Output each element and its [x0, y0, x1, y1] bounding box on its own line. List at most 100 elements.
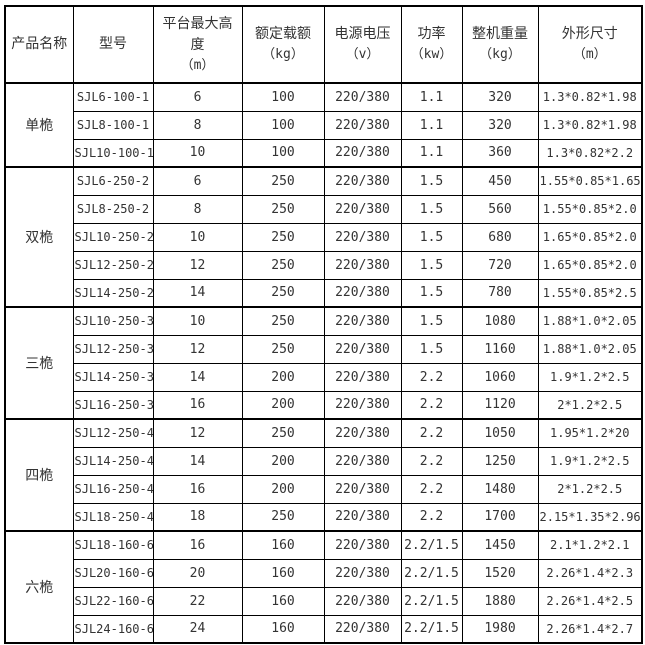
cell-model: SJL20-160-6 — [72, 558, 154, 588]
cell-power: 1.5 — [400, 250, 463, 280]
cell-weight: 780 — [461, 278, 539, 308]
table-row: SJL8-100-1 8 100 220/380 1.1 320 1.3*0.82*1.98 — [5, 110, 643, 140]
cell-model: SJL10-100-1 — [72, 138, 154, 168]
cell-height: 8 — [152, 110, 243, 140]
cell-load: 200 — [241, 474, 325, 504]
cell-height: 10 — [152, 138, 243, 168]
cell-dims: 2.26*1.4*2.7 — [537, 614, 643, 644]
table-row: SJL16-250-3 16 200 220/380 2.2 1120 2*1.2*2.5 — [5, 390, 643, 420]
cell-height: 10 — [152, 306, 243, 336]
cell-load: 100 — [241, 110, 325, 140]
cell-dims: 1.9*1.2*2.5 — [537, 362, 643, 392]
cell-dims: 2*1.2*2.5 — [537, 474, 643, 504]
cell-dims: 1.3*0.82*2.2 — [537, 138, 643, 168]
group-name-cell: 四桅 — [4, 418, 74, 532]
cell-height: 16 — [152, 474, 243, 504]
header-unit: （v） — [345, 47, 380, 63]
cell-weight: 680 — [461, 222, 539, 252]
cell-voltage: 220/380 — [323, 474, 402, 504]
header-unit: （m） — [180, 57, 215, 73]
cell-model: SJL16-250-3 — [72, 390, 154, 420]
cell-weight: 320 — [461, 110, 539, 140]
cell-voltage: 220/380 — [323, 390, 402, 420]
cell-load: 250 — [241, 166, 325, 196]
header-cell-dims: 外形尺寸 （m） — [537, 5, 643, 84]
cell-power: 2.2/1.5 — [400, 614, 463, 644]
header-cell-power: 功率 （kw） — [400, 5, 463, 84]
header-row: 产品名称 型号 平台最大高度 （m） 额定载额 （kg） 电源电压 （v） 功率 （kw） 整机重量… — [4, 5, 643, 84]
header-cell-load: 额定载额 （kg） — [241, 5, 325, 84]
cell-weight: 1880 — [461, 586, 539, 616]
header-title: 电源电压 — [334, 26, 391, 43]
cell-weight: 1520 — [461, 558, 539, 588]
cell-voltage: 220/380 — [323, 138, 402, 168]
cell-voltage: 220/380 — [323, 334, 402, 364]
cell-voltage: 220/380 — [323, 194, 402, 224]
table-row: SJL16-250-4 16 200 220/380 2.2 1480 2*1.2*2.5 — [5, 474, 643, 504]
group-name-cell: 双桅 — [4, 166, 74, 308]
table-row: SJL10-250-2 10 250 220/380 1.5 680 1.65*0.85*2… — [5, 222, 643, 252]
cell-model: SJL12-250-3 — [72, 334, 154, 364]
cell-weight: 1980 — [461, 614, 539, 644]
cell-height: 14 — [152, 362, 243, 392]
cell-dims: 1.9*1.2*2.5 — [537, 446, 643, 476]
cell-power: 1.1 — [400, 110, 463, 140]
cell-model: SJL10-250-2 — [72, 222, 154, 252]
cell-voltage: 220/380 — [323, 362, 402, 392]
table-row: SJL14-250-4 14 200 220/380 2.2 1250 1.9*1.2*2.… — [5, 446, 643, 476]
cell-model: SJL22-160-6 — [72, 586, 154, 616]
cell-model: SJL6-250-2 — [72, 166, 154, 196]
header-title: 额定载额 — [255, 26, 311, 43]
cell-dims: 1.95*1.2*20 — [537, 418, 643, 448]
cell-load: 160 — [241, 530, 325, 560]
cell-load: 250 — [241, 418, 325, 448]
cell-load: 160 — [241, 558, 325, 588]
cell-power: 1.5 — [400, 334, 463, 364]
cell-weight: 360 — [461, 138, 539, 168]
cell-weight: 1250 — [461, 446, 539, 476]
cell-voltage: 220/380 — [323, 166, 402, 196]
table-row: 六桅 SJL18-160-6 16 160 220/380 2.2/1.5 1450 2.1*… — [4, 530, 643, 644]
cell-load: 250 — [241, 250, 325, 280]
cell-dims: 1.65*0.85*2.0 — [537, 250, 643, 280]
header-unit: （kg） — [479, 47, 521, 63]
spec-table-header: 产品名称 型号 平台最大高度 （m） 额定载额 （kg） 电源电压 （v） 功率 （kw） 整机重量… — [4, 5, 643, 84]
cell-weight: 320 — [461, 82, 539, 112]
header-title: 整机重量 — [472, 26, 528, 43]
cell-power: 2.2 — [400, 418, 463, 448]
cell-model: SJL14-250-2 — [72, 278, 154, 308]
cell-model: SJL24-160-6 — [72, 614, 154, 644]
table-row: SJL12-250-3 12 250 220/380 1.5 1160 1.88*1.0*2… — [5, 334, 643, 364]
cell-load: 200 — [241, 390, 325, 420]
cell-voltage: 220/380 — [323, 82, 402, 112]
cell-dims: 1.3*0.82*1.98 — [537, 110, 643, 140]
group-name-cell: 六桅 — [4, 530, 74, 644]
header-cell-product: 产品名称 — [4, 5, 74, 84]
cell-load: 200 — [241, 446, 325, 476]
cell-height: 16 — [152, 390, 243, 420]
cell-height: 24 — [152, 614, 243, 644]
cell-voltage: 220/380 — [323, 586, 402, 616]
cell-power: 1.5 — [400, 222, 463, 252]
header-unit: （m） — [572, 47, 607, 63]
table-row: 双桅 SJL6-250-2 6 250 220/380 1.5 450 1.55*0.85*1… — [4, 166, 643, 308]
cell-voltage: 220/380 — [323, 614, 402, 644]
cell-voltage: 220/380 — [323, 222, 402, 252]
cell-load: 250 — [241, 306, 325, 336]
cell-weight: 1050 — [461, 418, 539, 448]
cell-voltage: 220/380 — [323, 530, 402, 560]
table-row: 四桅 SJL12-250-4 12 250 220/380 2.2 1050 1.95*1.2… — [4, 418, 643, 532]
cell-height: 6 — [152, 166, 243, 196]
product-spec-table: 产品名称 型号 平台最大高度 （m） 额定载额 （kg） 电源电压 （v） 功率 （kw） 整机重量… — [4, 5, 643, 644]
cell-model: SJL12-250-2 — [72, 250, 154, 280]
header-unit: （kg） — [262, 47, 304, 63]
cell-load: 250 — [241, 278, 325, 308]
cell-height: 18 — [152, 502, 243, 532]
cell-load: 200 — [241, 362, 325, 392]
cell-dims: 1.55*0.85*1.65 — [537, 166, 643, 196]
cell-height: 14 — [152, 278, 243, 308]
cell-load: 160 — [241, 586, 325, 616]
spec-table-body: 单桅 SJL6-100-1 6 100 220/380 1.1 320 1.3*0.82*1.… — [4, 82, 643, 644]
header-title: 外形尺寸 — [561, 26, 618, 43]
